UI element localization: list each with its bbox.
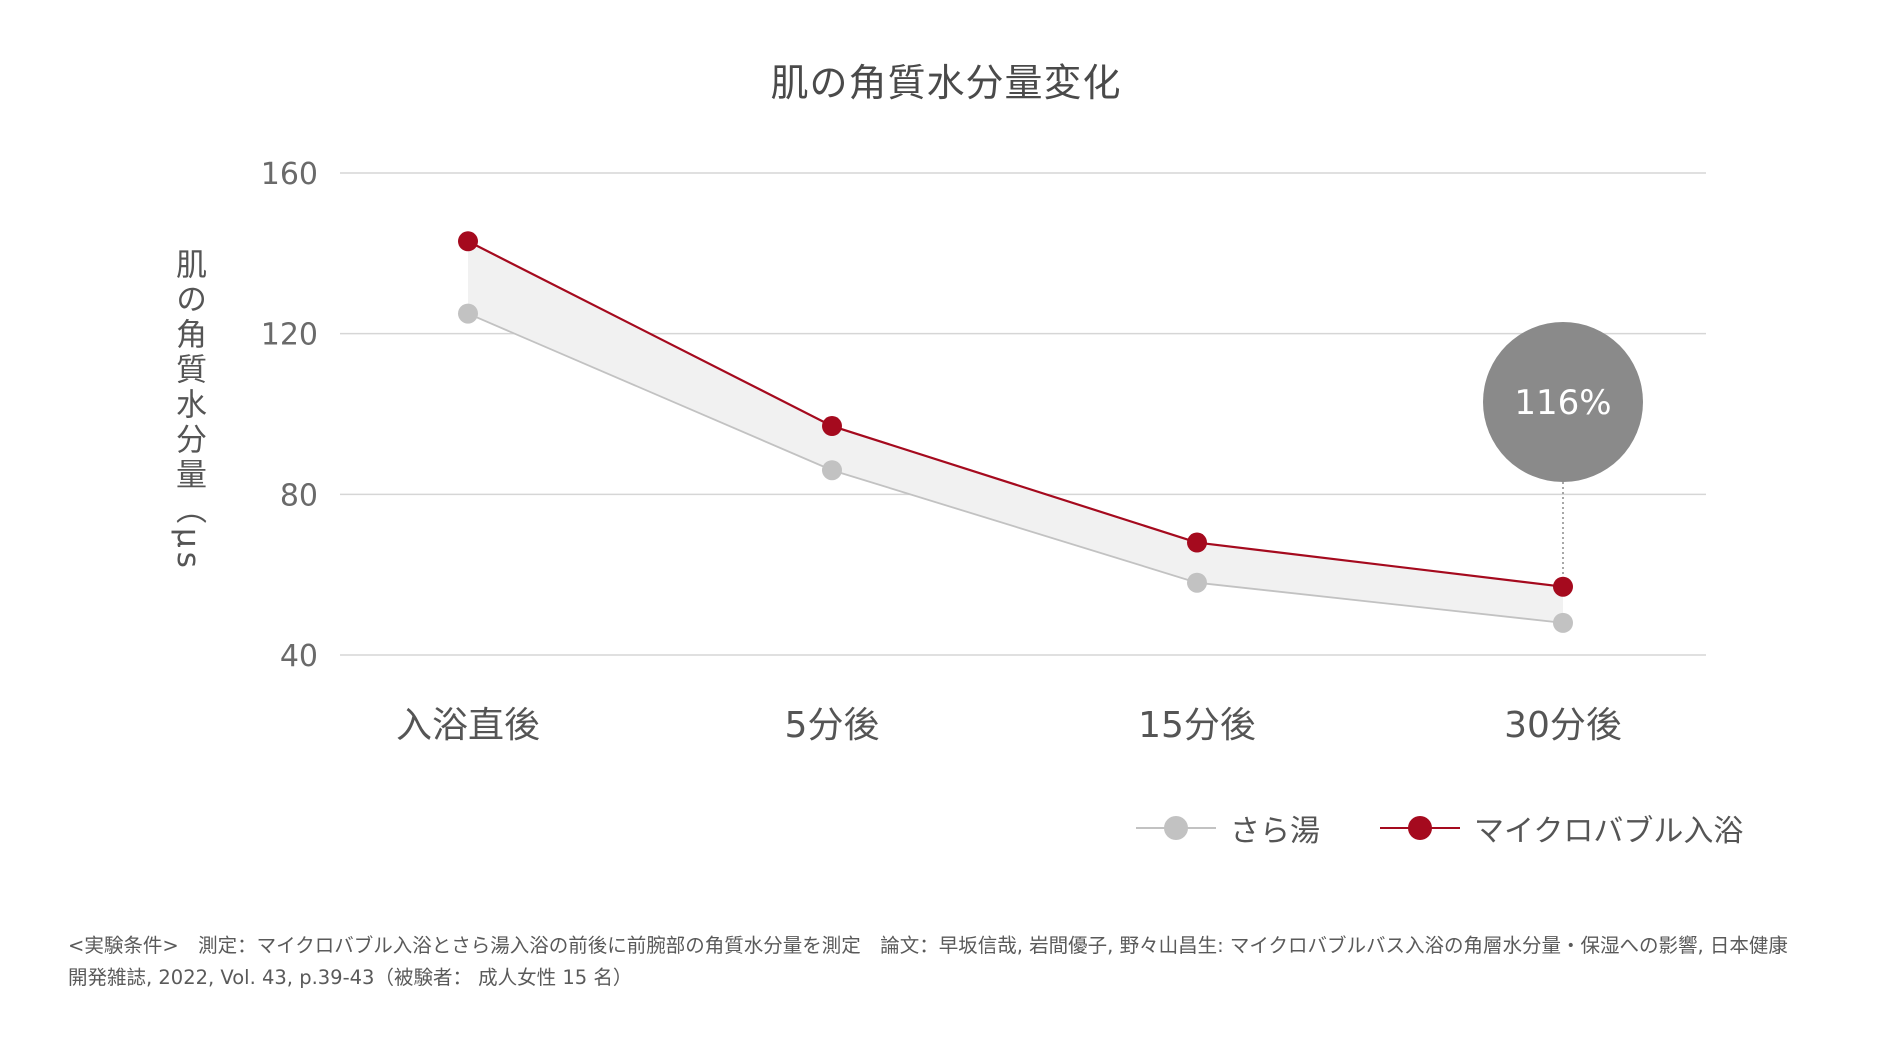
x-tick-label: 5分後 xyxy=(785,705,880,746)
series-line-microbubble xyxy=(467,240,1564,588)
shaded-band xyxy=(468,241,1563,623)
legend-item-plain-bath: さら湯 xyxy=(1136,806,1320,850)
data-point-microbubble xyxy=(1553,576,1573,597)
footnote: <実験条件> 測定：マイクロバブル入浴とさら湯入浴の前後に前腕部の角質水分量を測… xyxy=(68,930,1838,994)
footnote-line-1: <実験条件> 測定：マイクロバブル入浴とさら湯入浴の前後に前腕部の角質水分量を測… xyxy=(68,934,1788,957)
y-tick-label: 160 xyxy=(261,157,318,192)
legend-swatch-microbubble xyxy=(1380,808,1460,848)
chart-plot: 40 80 120 160 116% 入浴直後 5分後 15分後 30分後 xyxy=(261,157,1706,746)
grid-lines xyxy=(340,172,1706,656)
x-tick-label: 30分後 xyxy=(1504,705,1622,746)
data-point-plain-bath xyxy=(458,303,478,324)
chart-title: 肌の角質水分量変化 xyxy=(770,61,1122,105)
data-point-plain-bath xyxy=(1187,572,1207,593)
legend-dot-microbubble xyxy=(1408,816,1432,840)
y-tick-label: 40 xyxy=(280,639,318,674)
data-point-microbubble xyxy=(458,231,478,252)
legend-swatch-plain-bath xyxy=(1136,808,1216,848)
x-tick-label: 入浴直後 xyxy=(396,705,540,746)
y-axis-label: 肌の角質水分量（μs xyxy=(170,248,206,572)
data-point-microbubble xyxy=(1187,532,1207,553)
band-between-series xyxy=(468,241,1563,623)
footnote-line-2: 開発雑誌, 2022, Vol. 43, p.39-43（被験者： 成人女性 1… xyxy=(68,966,633,989)
annotation: 116% xyxy=(1483,322,1643,576)
x-tick-labels: 入浴直後 5分後 15分後 30分後 xyxy=(396,705,1622,746)
data-point-plain-bath xyxy=(822,460,842,481)
data-point-microbubble xyxy=(822,416,842,437)
annotation-label: 116% xyxy=(1514,383,1611,423)
y-tick-label: 120 xyxy=(261,318,318,353)
annotation-bubble xyxy=(1483,322,1643,482)
legend-dot-plain-bath xyxy=(1164,816,1188,840)
legend: さら湯 マイクロバブル入浴 xyxy=(1136,806,1743,850)
legend-label-plain-bath: さら湯 xyxy=(1230,814,1320,849)
y-tick-label: 80 xyxy=(280,478,318,513)
series-line-plain-bath xyxy=(467,312,1564,624)
data-point-plain-bath xyxy=(1553,612,1573,633)
legend-item-microbubble: マイクロバブル入浴 xyxy=(1380,806,1743,850)
legend-label-microbubble: マイクロバブル入浴 xyxy=(1474,814,1744,849)
y-tick-labels: 40 80 120 160 xyxy=(261,157,318,674)
series-layer xyxy=(458,231,1573,633)
x-tick-label: 15分後 xyxy=(1138,705,1256,746)
